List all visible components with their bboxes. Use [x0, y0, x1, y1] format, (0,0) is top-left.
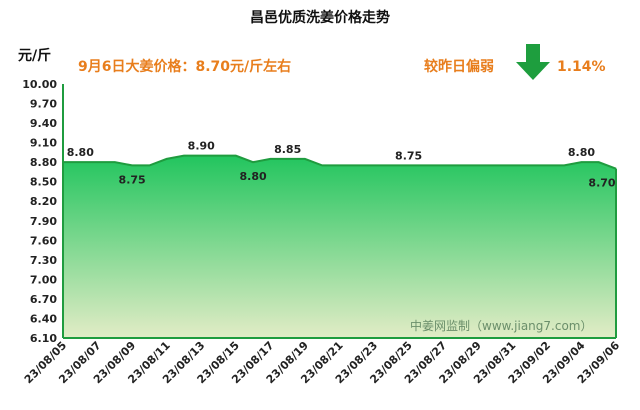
- data-label: 8.80: [240, 170, 267, 183]
- data-label: 8.85: [274, 143, 301, 156]
- y-tick-label: 9.40: [30, 117, 57, 130]
- data-label: 8.90: [188, 140, 215, 153]
- data-label: 8.70: [588, 177, 615, 190]
- y-tick-label: 8.80: [30, 156, 57, 169]
- watermark: 中姜网监制（www.jiang7.com）: [410, 318, 592, 333]
- y-tick-label: 8.20: [30, 195, 57, 208]
- change-percent: 1.14%: [557, 59, 606, 75]
- data-label: 8.80: [67, 146, 94, 159]
- y-tick-label: 9.70: [30, 98, 57, 111]
- y-tick-label: 6.70: [30, 293, 57, 306]
- data-label: 8.80: [568, 146, 595, 159]
- data-label: 8.75: [119, 173, 146, 186]
- y-tick-label: 6.40: [30, 312, 57, 325]
- price-line: [63, 154, 617, 170]
- y-tick-label: 7.90: [30, 215, 57, 228]
- price-area: [63, 155, 616, 338]
- compare-label: 较昨日偏弱: [424, 58, 494, 75]
- y-tick-label: 9.10: [30, 137, 57, 150]
- y-axis-unit: 元/斤: [18, 47, 51, 64]
- y-tick-label: 6.10: [30, 332, 57, 345]
- y-tick-label: 7.60: [30, 234, 57, 247]
- price-note: 9月6日大姜价格：8.70元/斤左右: [78, 58, 291, 75]
- y-tick-label: 8.50: [30, 176, 57, 189]
- data-label: 8.75: [395, 149, 422, 162]
- y-tick-label: 10.00: [22, 78, 57, 91]
- chart-title: 昌邑优质洗姜价格走势: [250, 9, 390, 26]
- y-tick-label: 7.00: [30, 273, 57, 286]
- y-tick-label: 7.30: [30, 254, 57, 267]
- down-arrow-icon: [516, 44, 550, 80]
